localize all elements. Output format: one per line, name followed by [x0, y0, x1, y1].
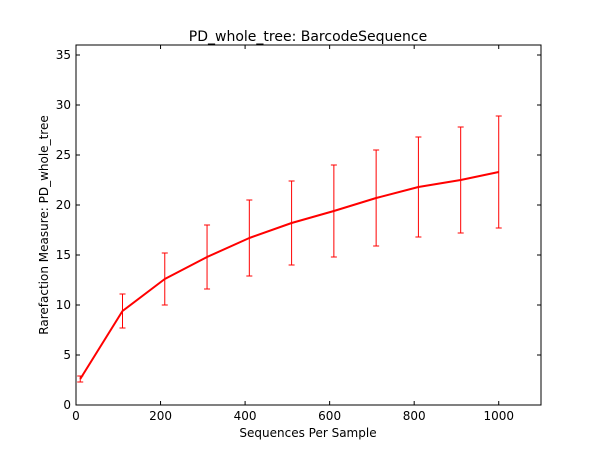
- x-axis-label: Sequences Per Sample: [239, 426, 376, 440]
- x-tick-label: 600: [318, 409, 341, 423]
- y-tick-label: 35: [56, 48, 71, 62]
- y-tick-label: 25: [56, 148, 71, 162]
- y-tick-label: 30: [56, 98, 71, 112]
- chart-title: PD_whole_tree: BarcodeSequence: [189, 29, 427, 45]
- x-tick-label: 400: [234, 409, 257, 423]
- x-tick-label: 0: [72, 409, 80, 423]
- y-tick-label: 5: [63, 348, 71, 362]
- axis-ticks: [75, 45, 541, 406]
- x-tick-label: 200: [149, 409, 172, 423]
- y-axis-label: Rarefaction Measure: PD_whole_tree: [37, 115, 51, 334]
- y-tick-label: 15: [56, 248, 71, 262]
- y-tick-label: 0: [63, 398, 71, 412]
- y-tick-label: 20: [56, 198, 71, 212]
- series-lines: [79, 171, 499, 380]
- tick-labels: 0 200 400 600 800 1000 0 5 10 15 20 25 30 35: [56, 48, 514, 423]
- x-tick-label: 800: [403, 409, 426, 423]
- series-line: [79, 171, 499, 380]
- plot-area: [75, 44, 542, 406]
- y-tick-label: 10: [56, 298, 71, 312]
- x-tick-label: 1000: [483, 409, 514, 423]
